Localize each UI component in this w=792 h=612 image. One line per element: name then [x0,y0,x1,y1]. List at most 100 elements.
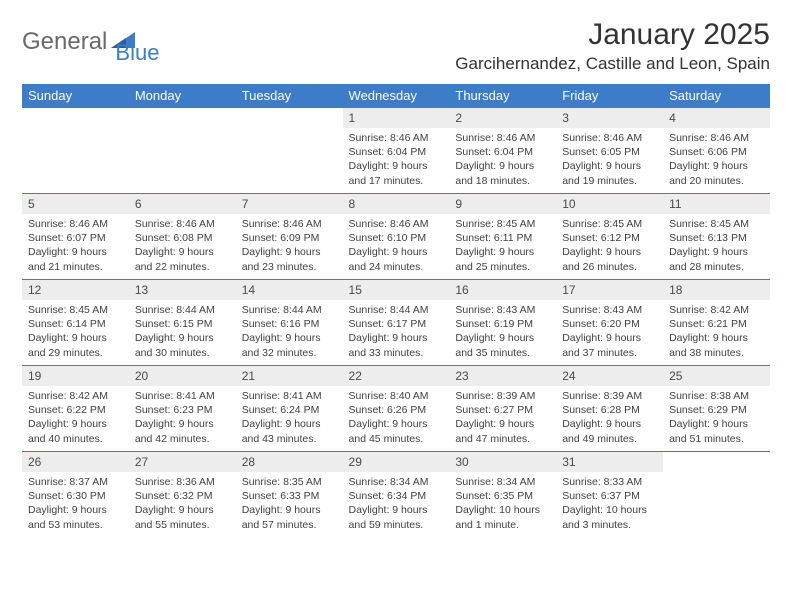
calendar-day-cell: 6Sunrise: 8:46 AMSunset: 6:08 PMDaylight… [129,194,236,280]
sunset-text: Sunset: 6:33 PM [242,489,337,503]
calendar-day-cell: 23Sunrise: 8:39 AMSunset: 6:27 PMDayligh… [449,366,556,452]
sunrise-text: Sunrise: 8:35 AM [242,475,337,489]
calendar-day-cell: 7Sunrise: 8:46 AMSunset: 6:09 PMDaylight… [236,194,343,280]
title-block: January 2025 Garcihernandez, Castille an… [455,18,770,74]
weekday-header: Saturday [663,84,770,108]
sunrise-text: Sunrise: 8:46 AM [135,217,230,231]
day-info: Sunrise: 8:46 AMSunset: 6:10 PMDaylight:… [343,214,450,278]
calendar-day-cell: 19Sunrise: 8:42 AMSunset: 6:22 PMDayligh… [22,366,129,452]
sunset-text: Sunset: 6:32 PM [135,489,230,503]
sunset-text: Sunset: 6:37 PM [562,489,657,503]
daylight-text: Daylight: 9 hours and 49 minutes. [562,417,657,445]
calendar-day-cell: 17Sunrise: 8:43 AMSunset: 6:20 PMDayligh… [556,280,663,366]
day-number: 3 [556,108,663,128]
daylight-text: Daylight: 9 hours and 47 minutes. [455,417,550,445]
sunrise-text: Sunrise: 8:33 AM [562,475,657,489]
sunrise-text: Sunrise: 8:42 AM [669,303,764,317]
day-info: Sunrise: 8:46 AMSunset: 6:05 PMDaylight:… [556,128,663,192]
day-number: 18 [663,280,770,300]
day-info: Sunrise: 8:37 AMSunset: 6:30 PMDaylight:… [22,472,129,536]
sunrise-text: Sunrise: 8:36 AM [135,475,230,489]
day-number: 20 [129,366,236,386]
day-info: Sunrise: 8:43 AMSunset: 6:19 PMDaylight:… [449,300,556,364]
location: Garcihernandez, Castille and Leon, Spain [455,54,770,74]
daylight-text: Daylight: 9 hours and 38 minutes. [669,331,764,359]
day-info: Sunrise: 8:39 AMSunset: 6:28 PMDaylight:… [556,386,663,450]
day-info: Sunrise: 8:39 AMSunset: 6:27 PMDaylight:… [449,386,556,450]
calendar-day-cell: 2Sunrise: 8:46 AMSunset: 6:04 PMDaylight… [449,108,556,194]
day-number: 24 [556,366,663,386]
sunset-text: Sunset: 6:06 PM [669,145,764,159]
daylight-text: Daylight: 9 hours and 53 minutes. [28,503,123,531]
sunrise-text: Sunrise: 8:45 AM [669,217,764,231]
calendar-day-cell: 21Sunrise: 8:41 AMSunset: 6:24 PMDayligh… [236,366,343,452]
day-info: Sunrise: 8:46 AMSunset: 6:09 PMDaylight:… [236,214,343,278]
day-info: Sunrise: 8:34 AMSunset: 6:34 PMDaylight:… [343,472,450,536]
daylight-text: Daylight: 9 hours and 43 minutes. [242,417,337,445]
day-info: Sunrise: 8:38 AMSunset: 6:29 PMDaylight:… [663,386,770,450]
daylight-text: Daylight: 9 hours and 29 minutes. [28,331,123,359]
sunset-text: Sunset: 6:12 PM [562,231,657,245]
day-number: 1 [343,108,450,128]
sunrise-text: Sunrise: 8:44 AM [135,303,230,317]
daylight-text: Daylight: 9 hours and 20 minutes. [669,159,764,187]
calendar-day-cell: 15Sunrise: 8:44 AMSunset: 6:17 PMDayligh… [343,280,450,366]
calendar-week-row: 26Sunrise: 8:37 AMSunset: 6:30 PMDayligh… [22,452,770,538]
day-info: Sunrise: 8:43 AMSunset: 6:20 PMDaylight:… [556,300,663,364]
month-title: January 2025 [455,18,770,52]
sunset-text: Sunset: 6:10 PM [349,231,444,245]
daylight-text: Daylight: 9 hours and 26 minutes. [562,245,657,273]
day-info: Sunrise: 8:46 AMSunset: 6:06 PMDaylight:… [663,128,770,192]
sunrise-text: Sunrise: 8:39 AM [562,389,657,403]
calendar-day-cell: 12Sunrise: 8:45 AMSunset: 6:14 PMDayligh… [22,280,129,366]
daylight-text: Daylight: 9 hours and 33 minutes. [349,331,444,359]
sunset-text: Sunset: 6:04 PM [455,145,550,159]
day-number: 4 [663,108,770,128]
day-info: Sunrise: 8:45 AMSunset: 6:14 PMDaylight:… [22,300,129,364]
sunset-text: Sunset: 6:22 PM [28,403,123,417]
daylight-text: Daylight: 9 hours and 37 minutes. [562,331,657,359]
calendar-day-cell: 26Sunrise: 8:37 AMSunset: 6:30 PMDayligh… [22,452,129,538]
sunset-text: Sunset: 6:29 PM [669,403,764,417]
sunrise-text: Sunrise: 8:46 AM [349,131,444,145]
sunrise-text: Sunrise: 8:42 AM [28,389,123,403]
weekday-header-row: Sunday Monday Tuesday Wednesday Thursday… [22,84,770,108]
calendar-day-cell: 18 Sunrise: 8:42 AMSunset: 6:21 PMDayligh… [663,280,770,366]
calendar-day-cell [129,108,236,194]
daylight-text: Daylight: 9 hours and 23 minutes. [242,245,337,273]
sunset-text: Sunset: 6:28 PM [562,403,657,417]
day-info: Sunrise: 8:44 AMSunset: 6:17 PMDaylight:… [343,300,450,364]
daylight-text: Daylight: 9 hours and 30 minutes. [135,331,230,359]
calendar-day-cell: 1Sunrise: 8:46 AMSunset: 6:04 PMDaylight… [343,108,450,194]
day-info: Sunrise: 8:46 AMSunset: 6:07 PMDaylight:… [22,214,129,278]
weekday-header: Tuesday [236,84,343,108]
sunset-text: Sunset: 6:19 PM [455,317,550,331]
day-number: 23 [449,366,556,386]
sunrise-text: Sunrise: 8:38 AM [669,389,764,403]
logo-text-general: General [22,28,107,56]
day-info: Sunrise: 8:42 AMSunset: 6:22 PMDaylight:… [22,386,129,450]
calendar-day-cell: 8Sunrise: 8:46 AMSunset: 6:10 PMDaylight… [343,194,450,280]
sunset-text: Sunset: 6:07 PM [28,231,123,245]
calendar-week-row: 1Sunrise: 8:46 AMSunset: 6:04 PMDaylight… [22,108,770,194]
calendar-day-cell: 20Sunrise: 8:41 AMSunset: 6:23 PMDayligh… [129,366,236,452]
sunset-text: Sunset: 6:15 PM [135,317,230,331]
day-number: 22 [343,366,450,386]
daylight-text: Daylight: 9 hours and 51 minutes. [669,417,764,445]
sunset-text: Sunset: 6:21 PM [669,317,764,331]
sunrise-text: Sunrise: 8:46 AM [562,131,657,145]
calendar-table: Sunday Monday Tuesday Wednesday Thursday… [22,84,770,538]
day-number: 12 [22,280,129,300]
weekday-header: Sunday [22,84,129,108]
day-info: Sunrise: 8:36 AMSunset: 6:32 PMDaylight:… [129,472,236,536]
daylight-text: Daylight: 9 hours and 22 minutes. [135,245,230,273]
day-number: 19 [22,366,129,386]
day-info: Sunrise: 8:40 AMSunset: 6:26 PMDaylight:… [343,386,450,450]
sunrise-text: Sunrise: 8:44 AM [349,303,444,317]
day-info: Sunrise: 8:33 AMSunset: 6:37 PMDaylight:… [556,472,663,536]
calendar-day-cell: 4Sunrise: 8:46 AMSunset: 6:06 PMDaylight… [663,108,770,194]
calendar-week-row: 5Sunrise: 8:46 AMSunset: 6:07 PMDaylight… [22,194,770,280]
sunset-text: Sunset: 6:34 PM [349,489,444,503]
sunrise-text: Sunrise: 8:46 AM [455,131,550,145]
calendar-day-cell: 10Sunrise: 8:45 AMSunset: 6:12 PMDayligh… [556,194,663,280]
